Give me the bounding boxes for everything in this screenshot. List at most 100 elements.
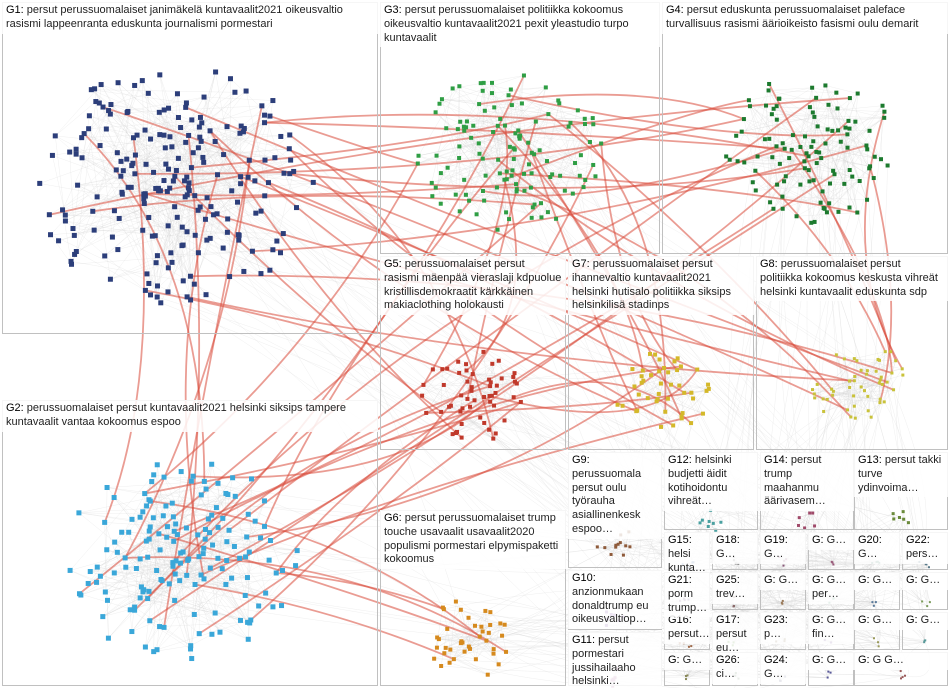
group-id: G5: bbox=[384, 258, 405, 270]
group-label: G8: perussuomalaiset persut politiikka k… bbox=[756, 256, 948, 301]
group-id: G19: bbox=[764, 534, 788, 546]
group-label: G: G… bbox=[664, 652, 710, 670]
group-keywords: p… bbox=[764, 628, 781, 640]
group-id: G17: bbox=[716, 614, 740, 626]
group-box bbox=[2, 2, 378, 334]
group-id: G20: bbox=[858, 534, 882, 546]
group-label: G11: persut pormestari jussihailaaho hel… bbox=[568, 632, 662, 691]
group-id: G: bbox=[812, 654, 827, 666]
group-label: G26: ci… bbox=[712, 652, 758, 684]
group-keywords: persut eduskunta perussuomalaiset palefa… bbox=[666, 4, 918, 30]
group-id: G: bbox=[906, 614, 921, 626]
group-keywords: perussuomalaiset persut politiikka kokoo… bbox=[760, 258, 938, 298]
group-id: G21: bbox=[668, 574, 692, 586]
group-label: G14: persut trump maahanmu äärivasem… bbox=[760, 452, 854, 511]
group-id: G: bbox=[812, 534, 827, 546]
group-id: G26: bbox=[716, 654, 740, 666]
group-keywords: trev… bbox=[716, 588, 745, 600]
group-label: G25: trev… bbox=[712, 572, 758, 604]
group-keywords: G… bbox=[683, 654, 703, 666]
group-label: G22: pers… bbox=[902, 532, 948, 564]
group-keywords: persut perussuomalaiset janimäkelä kunta… bbox=[6, 4, 343, 30]
group-box bbox=[662, 2, 948, 254]
group-id: G: bbox=[858, 614, 873, 626]
group-label: G15: helsi kunta… bbox=[664, 532, 710, 577]
group-id: G18: bbox=[716, 534, 740, 546]
group-label: G: G… bbox=[854, 612, 900, 630]
group-keywords: persut… bbox=[668, 628, 710, 640]
group-id: G23: bbox=[764, 614, 788, 626]
group-label: G3: persut perussuomalaiset politiikka k… bbox=[380, 2, 660, 47]
group-label: G18: G… bbox=[712, 532, 758, 564]
group-id: G4: bbox=[666, 4, 687, 16]
group-id: G2: bbox=[6, 402, 27, 414]
group-label: G6: persut perussuomalaiset trump touche… bbox=[380, 510, 566, 569]
group-id: G: bbox=[668, 654, 683, 666]
group-keywords: G… bbox=[873, 574, 893, 586]
group-id: G6: bbox=[384, 512, 405, 524]
group-label: G19: G… bbox=[760, 532, 806, 564]
group-keywords: G… bbox=[764, 668, 784, 680]
group-label: G: G… per… bbox=[808, 572, 854, 604]
group-keywords: G… bbox=[858, 548, 878, 560]
group-label: G: G… bbox=[902, 612, 948, 630]
group-label: G: G… bbox=[808, 532, 854, 550]
group-id: G: bbox=[906, 574, 921, 586]
group-label: G: G… bbox=[854, 572, 900, 590]
group-label: G: G G… bbox=[854, 652, 948, 670]
group-label: G1: persut perussuomalaiset janimäkelä k… bbox=[2, 2, 378, 34]
group-label: G10: anzionmukaan donaldtrump eu oikeusv… bbox=[568, 570, 662, 629]
group-id: G15: bbox=[668, 534, 692, 546]
group-keywords: perussuomalaiset persut ihannevaltio kun… bbox=[572, 258, 731, 311]
group-keywords: G G… bbox=[873, 654, 904, 666]
group-id: G: bbox=[764, 574, 779, 586]
group-keywords: ci… bbox=[716, 668, 735, 680]
group-id: G: bbox=[812, 614, 827, 626]
group-label: G13: persut takki turve ydinvoima… bbox=[854, 452, 948, 497]
group-label: G23: p… bbox=[760, 612, 806, 644]
group-keywords: G… bbox=[827, 654, 847, 666]
group-keywords: G… bbox=[873, 614, 893, 626]
group-label: G5: perussuomalaiset persut rasismi mäen… bbox=[380, 256, 566, 315]
group-label: G: G… fin… bbox=[808, 612, 854, 644]
group-label: G: G… bbox=[808, 652, 854, 670]
group-keywords: G… bbox=[921, 614, 941, 626]
group-label: G2: perussuomalaiset persut kuntavaalit2… bbox=[2, 400, 378, 432]
group-keywords: perussuomalaiset persut kuntavaalit2021 … bbox=[6, 402, 346, 428]
group-label: G17: persut eu… bbox=[712, 612, 758, 657]
group-keywords: G… bbox=[716, 548, 736, 560]
group-label: G12: helsinki budjetti äidit kotihoidont… bbox=[664, 452, 758, 511]
group-label: G24: G… bbox=[760, 652, 806, 684]
group-keywords: G… bbox=[921, 574, 941, 586]
group-keywords: G… bbox=[764, 548, 784, 560]
group-label: G20: G… bbox=[854, 532, 900, 564]
group-id: G25: bbox=[716, 574, 740, 586]
group-label: G21: porm trump… bbox=[664, 572, 710, 617]
group-id: G12: bbox=[668, 454, 695, 466]
group-id: G8: bbox=[760, 258, 781, 270]
group-id: G3: bbox=[384, 4, 405, 16]
group-keywords: helsi kunta… bbox=[668, 548, 706, 574]
group-keywords: perussuomalaiset persut rasismi mäenpää … bbox=[384, 258, 561, 311]
group-id: G7: bbox=[572, 258, 593, 270]
group-id: G: bbox=[858, 654, 873, 666]
group-keywords: porm trump… bbox=[668, 588, 707, 614]
group-keywords: persut perussuomalaiset politiikka kokoo… bbox=[384, 4, 629, 44]
group-id: G10: bbox=[572, 572, 596, 584]
group-keywords: G… bbox=[827, 534, 847, 546]
group-label: G9: perussuomala persut oulu työrauha as… bbox=[568, 452, 662, 539]
group-id: G14: bbox=[764, 454, 791, 466]
group-id: G11: bbox=[572, 634, 598, 646]
group-keywords: persut perussuomalaiset trump touche usa… bbox=[384, 512, 558, 565]
group-id: G1: bbox=[6, 4, 27, 16]
group-keywords: pers… bbox=[906, 548, 938, 560]
group-label: G4: persut eduskunta perussuomalaiset pa… bbox=[662, 2, 948, 34]
group-label: G7: perussuomalaiset persut ihannevaltio… bbox=[568, 256, 754, 315]
group-keywords: persut eu… bbox=[716, 628, 747, 654]
group-id: G24: bbox=[764, 654, 788, 666]
group-id: G9: bbox=[572, 454, 590, 466]
group-id: G: bbox=[858, 574, 873, 586]
group-id: G22: bbox=[906, 534, 930, 546]
group-keywords: perussuomala persut oulu työrauha asiall… bbox=[572, 468, 641, 535]
group-label: G: G… bbox=[902, 572, 948, 590]
